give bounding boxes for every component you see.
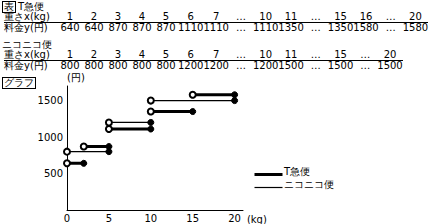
html-text:870: 870 (132, 22, 152, 33)
html-text:11: 11 (284, 11, 298, 22)
svg-text:1000: 1000 (38, 132, 63, 143)
html-text:2: 2 (90, 49, 98, 60)
html-text:15: 15 (334, 49, 347, 60)
html-text:6: 6 (187, 49, 194, 60)
html-text:20: 20 (409, 11, 422, 22)
html-text:5: 5 (162, 49, 170, 60)
svg-text:20: 20 (228, 213, 241, 224)
html-text:2: 2 (90, 11, 98, 22)
svg-text:10: 10 (144, 213, 157, 224)
html-text:20: 20 (383, 49, 397, 60)
html-text:5: 5 (162, 11, 170, 22)
html-text:重さx(kg): 重さx(kg) (4, 49, 50, 60)
html-text:11: 11 (284, 49, 298, 60)
html-text:16: 16 (359, 11, 373, 22)
html-text:7: 7 (213, 49, 220, 60)
svg-text:T急便: T急便 (283, 166, 310, 177)
html-text:4: 4 (138, 11, 146, 22)
html-text:800: 800 (132, 60, 152, 71)
html-text:1580: 1580 (402, 22, 429, 33)
html-text:800: 800 (84, 60, 104, 71)
html-text:グラフ: グラフ (4, 77, 34, 88)
html-text:15: 15 (334, 11, 347, 22)
html-text:6: 6 (187, 11, 194, 22)
html-text:3: 3 (114, 49, 122, 60)
html-text:870 1110 1110: 870 1110 1110 (156, 22, 229, 33)
html-text:重さx(kg): 重さx(kg) (4, 11, 50, 22)
svg-text:0: 0 (64, 213, 70, 224)
svg-text:(円): (円) (67, 72, 85, 83)
svg-text:1500: 1500 (38, 95, 63, 106)
svg-text:5: 5 (106, 213, 112, 224)
html-text:7: 7 (213, 11, 220, 22)
html-text:1: 1 (66, 11, 74, 22)
html-text:10: 10 (259, 11, 272, 22)
html-text:4: 4 (138, 49, 146, 60)
svg-text:(kg): (kg) (247, 214, 267, 224)
svg-text:15: 15 (186, 213, 199, 224)
html-text:800: 800 (60, 60, 80, 71)
html-text:T急便: T急便 (18, 1, 45, 12)
html-text:640: 640 (84, 22, 104, 33)
html-text:1110 1350: 1110 1350 (252, 22, 304, 33)
html-text:10: 10 (259, 49, 272, 60)
html-text:1500: 1500 (377, 60, 403, 71)
html-text:1: 1 (66, 49, 74, 60)
html-text:870: 870 (108, 22, 128, 33)
html-text:1200 1500: 1200 1500 (252, 60, 304, 71)
html-text:表: 表 (4, 1, 14, 12)
html-text:1500: 1500 (327, 60, 354, 71)
html-text:ニコニコ便: ニコニコ便 (2, 39, 52, 50)
html-text:800 1200 1200: 800 1200 1200 (156, 60, 229, 71)
html-text:800: 800 (108, 60, 128, 71)
html-text:1350 1580: 1350 1580 (327, 22, 379, 33)
html-text:640: 640 (60, 22, 80, 33)
html-text:料金y(円): 料金y(円) (4, 60, 48, 71)
svg-text:500: 500 (44, 168, 63, 179)
svg-text:ニコニコ便: ニコニコ便 (284, 179, 334, 190)
html-text:3: 3 (114, 11, 122, 22)
html-text:料金y(円): 料金y(円) (4, 22, 48, 33)
